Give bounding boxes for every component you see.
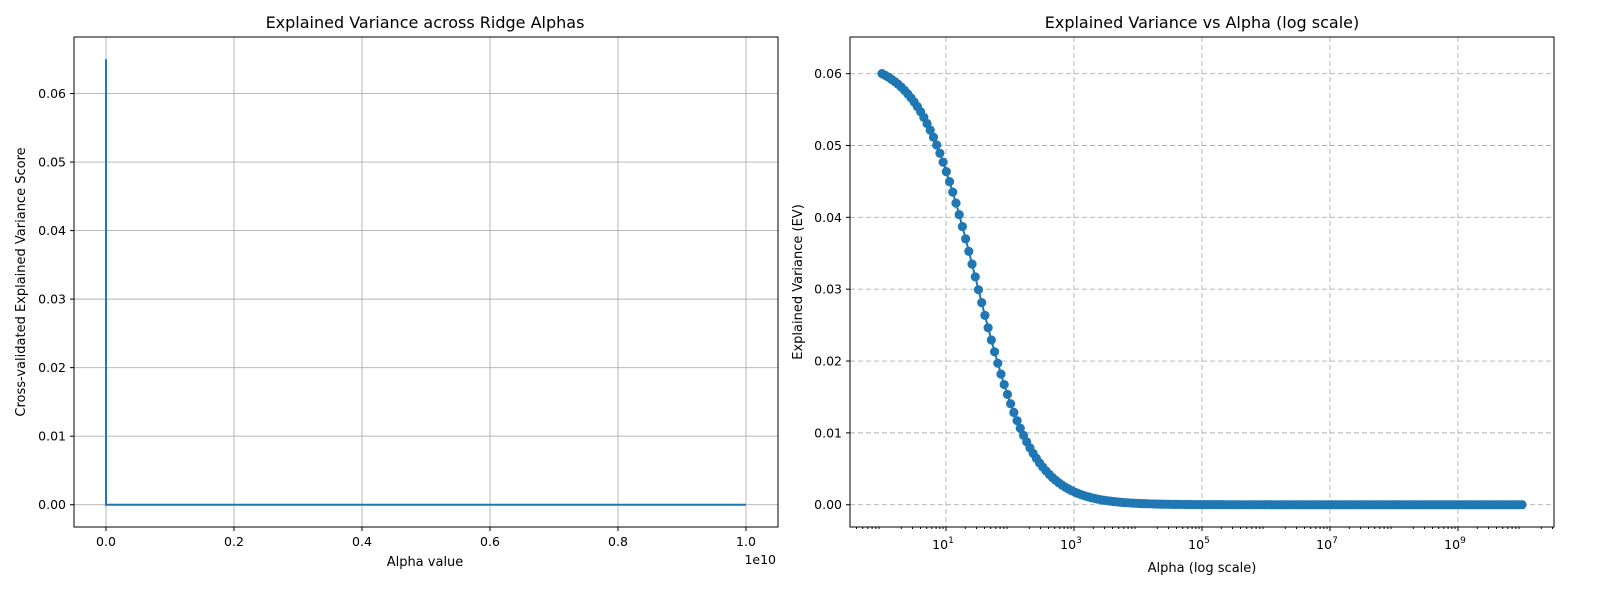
chart2-y-tick-label: 0.06 bbox=[814, 66, 842, 81]
chart2-data-point bbox=[993, 359, 1002, 368]
chart1-y-tick-label: 0.01 bbox=[38, 429, 66, 444]
chart1-x-tick-label: 0.0 bbox=[96, 534, 116, 549]
chart1-y-tick-label: 0.02 bbox=[38, 360, 66, 375]
chart2-y-tick-label: 0.04 bbox=[814, 210, 842, 225]
chart1-y-tick-label: 0.03 bbox=[38, 292, 66, 307]
chart2-data-point bbox=[990, 347, 999, 356]
chart1-y-tick-label: 0.05 bbox=[38, 155, 66, 170]
chart2-data-point bbox=[1003, 390, 1012, 399]
chart2-y-tick-label: 0.00 bbox=[814, 497, 842, 512]
chart2-data-point bbox=[967, 259, 976, 268]
chart2-data-point bbox=[996, 370, 1005, 379]
chart2-data-point bbox=[984, 323, 993, 332]
chart2-data-point bbox=[974, 285, 983, 294]
chart2-data-point bbox=[987, 335, 996, 344]
chart1-y-tick-label: 0.00 bbox=[38, 497, 66, 512]
chart1-x-tick-label: 0.6 bbox=[480, 534, 500, 549]
chart1-x-tick-label: 0.8 bbox=[608, 534, 628, 549]
chart2-data-point bbox=[1000, 380, 1009, 389]
chart1-y-tick-label: 0.04 bbox=[38, 223, 66, 238]
chart2-title: Explained Variance vs Alpha (log scale) bbox=[1045, 13, 1360, 32]
chart2-data-point bbox=[955, 210, 964, 219]
chart2-data-point bbox=[935, 149, 944, 158]
chart2-data-point bbox=[971, 272, 980, 281]
chart1-y-tick-label: 0.06 bbox=[38, 86, 66, 101]
chart1-y-axis-label: Cross-validated Explained Variance Score bbox=[14, 147, 29, 416]
chart1-x-axis-label: Alpha value bbox=[387, 555, 464, 570]
chart2-y-tick-label: 0.05 bbox=[814, 138, 842, 153]
chart2-data-point bbox=[980, 311, 989, 320]
chart2-data-point bbox=[932, 140, 941, 149]
chart2-data-point bbox=[942, 167, 951, 176]
chart2-data-point bbox=[1517, 500, 1526, 509]
chart2-x-axis-label: Alpha (log scale) bbox=[1148, 561, 1257, 576]
chart1-x-tick-label: 1.0 bbox=[736, 534, 756, 549]
chart2-y-tick-label: 0.03 bbox=[814, 282, 842, 297]
chart2-y-tick-label: 0.01 bbox=[814, 425, 842, 440]
chart2-data-point bbox=[964, 247, 973, 256]
chart2-data-point bbox=[939, 158, 948, 167]
chart2-data-point bbox=[945, 177, 954, 186]
chart2-data-point bbox=[1009, 408, 1018, 417]
chart1-x-multiplier: 1e10 bbox=[744, 552, 776, 567]
chart2-data-point bbox=[977, 298, 986, 307]
chart2-y-tick-label: 0.02 bbox=[814, 354, 842, 369]
chart1-x-tick-label: 0.4 bbox=[352, 534, 372, 549]
chart2-y-axis-label: Explained Variance (EV) bbox=[791, 204, 806, 360]
chart1-x-tick-label: 0.2 bbox=[224, 534, 244, 549]
chart2-data-point bbox=[958, 222, 967, 231]
chart2-data-point bbox=[1006, 399, 1015, 408]
chart1-title: Explained Variance across Ridge Alphas bbox=[266, 13, 585, 32]
chart2-data-point bbox=[951, 199, 960, 208]
chart2-data-point bbox=[961, 234, 970, 243]
chart2-data-point bbox=[948, 188, 957, 197]
